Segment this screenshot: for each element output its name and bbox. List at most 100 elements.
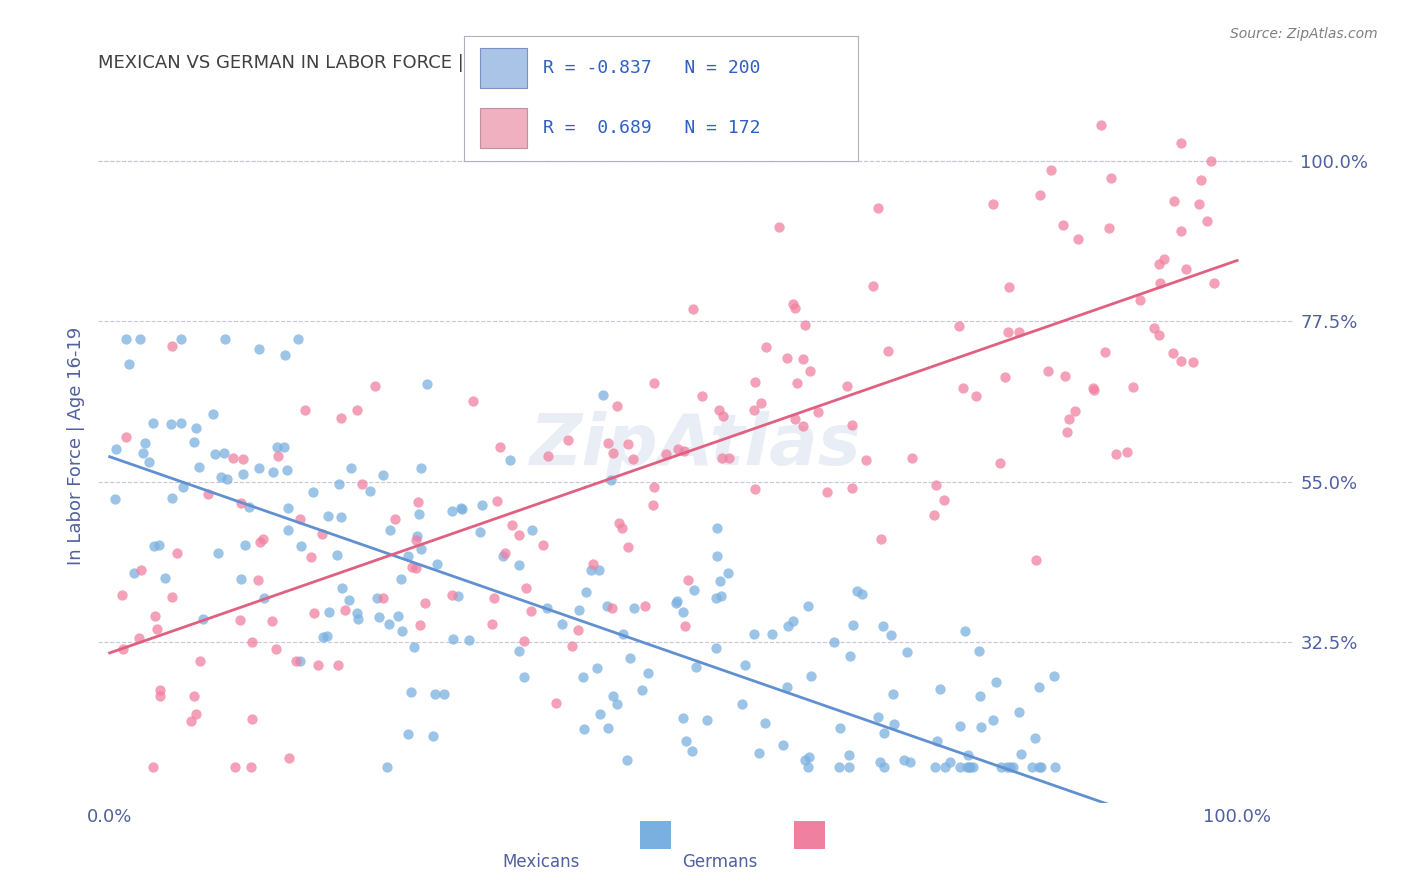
Point (170, 332, 193, 346)
Point (742, 627, 765, 641)
Point (876, 343, 898, 358)
Point (782, 614, 804, 628)
Point (409, 618, 432, 632)
Point (274, 349, 297, 363)
Point (262, 615, 284, 629)
Point (252, 532, 274, 546)
Point (841, 481, 863, 495)
Point (796, 599, 818, 613)
Point (717, 566, 740, 580)
Point (104, 491, 127, 506)
Point (672, 710, 695, 724)
Point (893, 753, 915, 767)
Point (138, 455, 160, 469)
Point (221, 450, 243, 465)
Point (630, 683, 652, 698)
Point (1099, 170, 1122, 185)
Point (828, 721, 851, 735)
Point (318, 606, 340, 620)
Point (378, 616, 401, 631)
Point (285, 654, 308, 668)
Point (232, 451, 254, 466)
Point (294, 403, 316, 417)
Point (1204, 276, 1226, 290)
Point (266, 440, 288, 454)
Point (1083, 383, 1105, 397)
Point (262, 465, 284, 479)
Point (1043, 669, 1066, 683)
Point (838, 648, 860, 663)
Point (754, 716, 776, 731)
Point (574, 722, 596, 736)
Point (949, 760, 972, 774)
Point (792, 419, 814, 434)
Point (925, 478, 948, 492)
Point (1002, 760, 1025, 774)
Point (841, 618, 863, 632)
Point (247, 342, 270, 356)
Point (846, 583, 869, 598)
Point (706, 521, 728, 535)
Point (995, 760, 1018, 774)
Point (928, 682, 950, 697)
Point (160, 491, 183, 505)
Point (404, 640, 426, 654)
Point (616, 437, 638, 451)
Point (957, 760, 980, 774)
Point (143, 539, 166, 553)
Point (299, 549, 322, 564)
Point (519, 604, 541, 618)
Point (1195, 214, 1218, 228)
Point (981, 196, 1004, 211)
Point (408, 507, 430, 521)
Point (396, 549, 419, 563)
Point (672, 605, 695, 619)
Point (1028, 681, 1050, 695)
Point (1094, 344, 1116, 359)
Point (188, 654, 211, 668)
Point (307, 657, 329, 672)
Point (637, 665, 659, 680)
Point (1052, 218, 1074, 232)
Point (952, 382, 974, 396)
Point (441, 632, 464, 646)
Text: R =  0.689   N = 172: R = 0.689 N = 172 (543, 120, 761, 137)
Point (755, 340, 778, 354)
Point (606, 399, 628, 413)
Point (934, 760, 956, 774)
Point (1170, 136, 1192, 150)
Point (567, 624, 589, 638)
Point (557, 433, 579, 447)
Point (264, 641, 287, 656)
Point (246, 573, 269, 587)
Point (172, 481, 194, 495)
Point (768, 220, 790, 235)
Point (666, 593, 689, 607)
Point (1064, 404, 1087, 418)
Point (266, 449, 288, 463)
Point (406, 529, 429, 543)
Point (1188, 197, 1211, 211)
Point (855, 453, 877, 467)
Point (882, 687, 904, 701)
Point (501, 517, 523, 532)
Point (187, 459, 209, 474)
Point (1040, 162, 1063, 177)
Point (1149, 276, 1171, 290)
Point (838, 760, 860, 774)
Point (776, 351, 799, 365)
Point (582, 557, 605, 571)
Point (337, 593, 360, 607)
Point (536, 600, 558, 615)
Point (794, 753, 817, 767)
Point (1170, 354, 1192, 368)
Point (596, 721, 619, 735)
Point (330, 581, 353, 595)
Point (207, 545, 229, 559)
Point (396, 727, 419, 741)
Point (1007, 325, 1029, 339)
Point (512, 670, 534, 684)
Point (718, 450, 741, 465)
Point (807, 404, 830, 418)
Point (1083, 381, 1105, 395)
